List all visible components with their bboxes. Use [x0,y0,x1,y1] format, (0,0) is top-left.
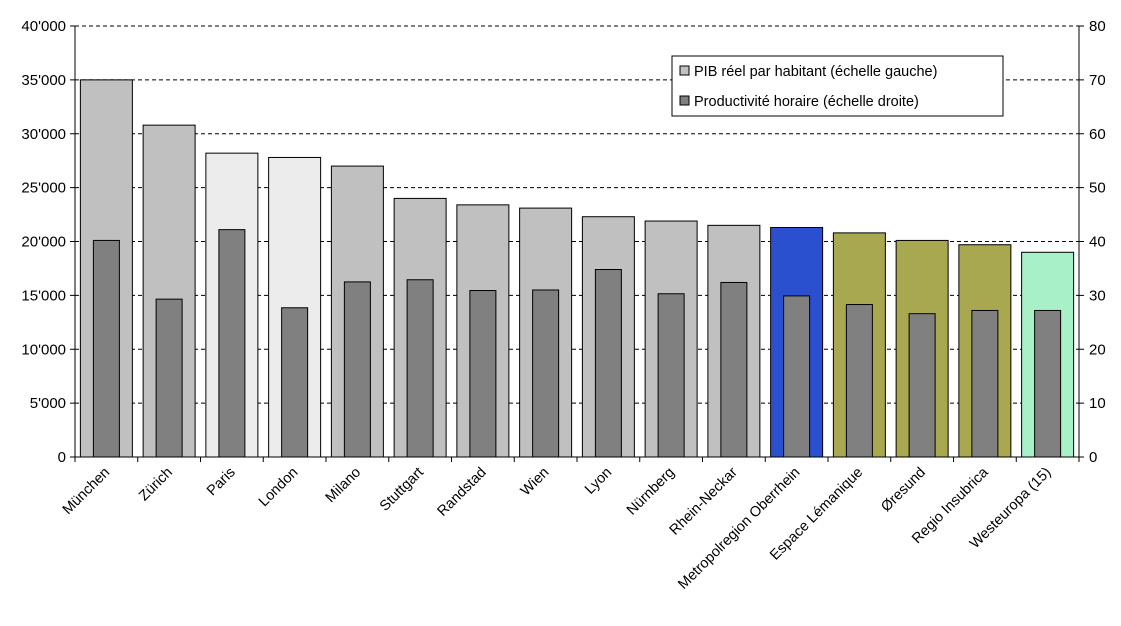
legend: PIB réel par habitant (échelle gauche) P… [671,55,1004,117]
bar-productivite [594,269,622,458]
category-label: Randstad [434,465,489,520]
category-label: Milano [323,465,365,507]
right-tick-label: 0 [1089,449,1097,466]
bar-productivite [343,281,371,458]
legend-label-productivite: Productivité horaire (échelle droite) [694,94,919,110]
right-tick-label: 20 [1089,341,1106,358]
right-tick-label: 40 [1089,234,1106,251]
bar-productivite [92,239,120,458]
category-label: Wien [518,465,553,500]
right-tick-label: 60 [1089,126,1106,143]
bar-productivite [845,304,873,458]
legend-swatch-pib [679,65,690,76]
right-tick-label: 50 [1089,180,1106,197]
bar-productivite [406,279,434,458]
legend-label-pib: PIB réel par habitant (échelle gauche) [694,64,937,80]
legend-box [671,55,1004,117]
bar-productivite [971,309,999,458]
right-tick-label: 70 [1089,72,1106,89]
bar-productivite [783,295,811,458]
category-label: Stuttgart [377,465,427,515]
left-tick-label: 15'000 [21,287,66,304]
left-tick-label: 40'000 [21,18,66,35]
axes [70,25,1084,462]
bar-productivite [281,307,309,458]
bar-productivite [657,293,685,458]
bars [79,79,1075,458]
category-label: Zürich [136,465,176,505]
bar-productivite [532,289,560,458]
left-tick-label: 25'000 [21,180,66,197]
category-label: London [256,465,302,511]
bar-productivite [720,281,748,458]
left-tick-label: 20'000 [21,234,66,251]
category-label: Metropolregion Oberrhein [675,465,803,593]
right-tick-label: 80 [1089,18,1106,35]
bar-productivite [218,229,246,458]
left-tick-label: 5'000 [30,395,66,412]
bar-productivite [155,298,183,458]
right-tick-label: 10 [1089,395,1106,412]
category-label: Nürnberg [624,465,678,519]
category-label: Lyon [582,465,615,498]
legend-swatch-productivite [679,95,690,106]
bar-productivite [469,290,497,458]
category-label: Øresund [878,465,929,516]
right-tick-label: 30 [1089,287,1106,304]
left-tick-label: 30'000 [21,126,66,143]
bar-productivite [908,313,936,458]
left-tick-label: 35'000 [21,72,66,89]
category-label: Paris [204,465,239,500]
left-tick-label: 0 [58,449,66,466]
left-tick-label: 10'000 [21,341,66,358]
bar-productivite [1034,309,1062,458]
category-label: München [60,465,113,518]
